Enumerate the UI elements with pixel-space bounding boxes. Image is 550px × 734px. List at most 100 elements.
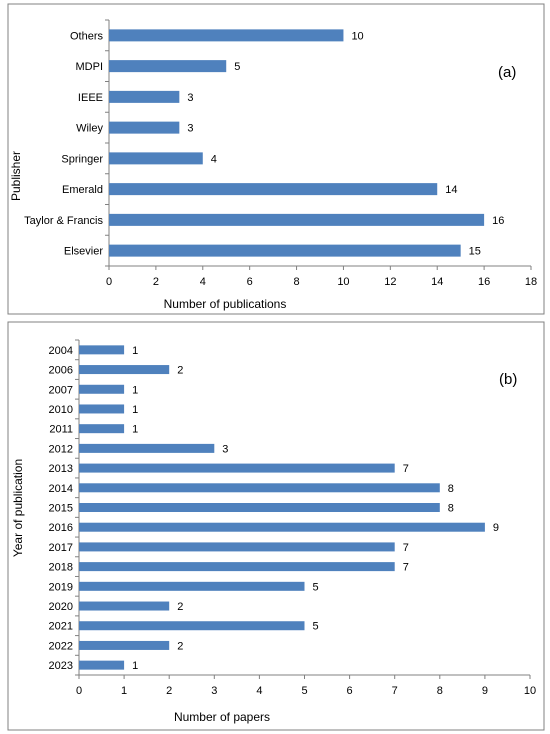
category-label: 2015 bbox=[49, 503, 73, 515]
x-tick-label: 0 bbox=[106, 276, 112, 288]
x-tick-label: 16 bbox=[478, 276, 490, 288]
bar bbox=[109, 121, 180, 134]
data-label: 1 bbox=[132, 404, 138, 416]
bar bbox=[79, 601, 170, 611]
x-tick-label: 9 bbox=[482, 685, 488, 697]
bar bbox=[79, 640, 170, 650]
bar bbox=[79, 581, 305, 591]
bar bbox=[79, 562, 395, 572]
data-label-group: 10 5 3 3 4 14 16 15 bbox=[187, 30, 504, 257]
data-label: 3 bbox=[222, 443, 228, 455]
data-label: 8 bbox=[448, 503, 454, 515]
x-tick-group: 0 2 4 6 8 10 12 14 16 18 bbox=[105, 19, 537, 288]
category-label-group: 2004 2006 2007 2010 2011 2012 2013 2014 2015 2016… bbox=[49, 345, 73, 672]
x-tick-label: 2 bbox=[166, 685, 172, 697]
data-label: 4 bbox=[211, 153, 217, 165]
x-tick-label: 14 bbox=[431, 276, 443, 288]
data-label: 2 bbox=[177, 640, 183, 652]
data-label: 7 bbox=[403, 562, 409, 574]
bar bbox=[109, 60, 227, 73]
bar bbox=[109, 152, 203, 165]
x-tick-label: 4 bbox=[200, 276, 206, 288]
x-axis-title: Number of publications bbox=[164, 297, 287, 311]
panel-label: (a) bbox=[498, 64, 516, 81]
data-label: 7 bbox=[403, 542, 409, 554]
x-tick-group: 0 1 2 3 4 5 6 7 8 9 10 bbox=[75, 339, 536, 697]
bar bbox=[79, 443, 215, 453]
category-label: 2014 bbox=[49, 483, 73, 495]
category-label: 2016 bbox=[49, 522, 73, 534]
panel-frame bbox=[7, 3, 545, 315]
x-tick-label: 6 bbox=[347, 685, 353, 697]
bar-group bbox=[79, 345, 485, 670]
category-label: Wiley bbox=[76, 123, 103, 135]
category-label: 2010 bbox=[49, 404, 73, 416]
category-label: 2019 bbox=[49, 581, 73, 593]
data-label: 2 bbox=[177, 601, 183, 613]
x-tick-label: 3 bbox=[211, 685, 217, 697]
category-label: 2012 bbox=[49, 443, 73, 455]
data-label: 15 bbox=[469, 246, 481, 258]
x-tick-label: 6 bbox=[247, 276, 253, 288]
y-axis-title: Year of publication bbox=[11, 459, 25, 557]
category-label: MDPI bbox=[76, 61, 104, 73]
x-tick-label: 12 bbox=[384, 276, 396, 288]
data-label: 2 bbox=[177, 365, 183, 377]
data-label: 5 bbox=[234, 61, 240, 73]
category-label: Emerald bbox=[62, 184, 103, 196]
bar bbox=[79, 621, 305, 631]
bar bbox=[79, 384, 125, 394]
x-tick-label: 10 bbox=[524, 685, 536, 697]
bar bbox=[79, 404, 125, 414]
x-tick-label: 7 bbox=[392, 685, 398, 697]
bar bbox=[79, 542, 395, 552]
category-label: Springer bbox=[61, 153, 103, 165]
data-label: 5 bbox=[313, 581, 319, 593]
x-tick-label: 1 bbox=[121, 685, 127, 697]
data-label: 8 bbox=[448, 483, 454, 495]
x-tick-label: 8 bbox=[437, 685, 443, 697]
data-label: 1 bbox=[132, 384, 138, 396]
x-tick-label: 4 bbox=[256, 685, 262, 697]
data-label: 16 bbox=[492, 215, 504, 227]
category-label: Others bbox=[70, 30, 104, 42]
data-label: 3 bbox=[187, 123, 193, 135]
bar bbox=[109, 90, 180, 103]
category-label: 2020 bbox=[49, 601, 73, 613]
bar bbox=[79, 424, 125, 434]
bar-group bbox=[109, 29, 485, 257]
x-tick-label: 10 bbox=[337, 276, 349, 288]
bar bbox=[79, 660, 125, 670]
x-tick-label: 8 bbox=[293, 276, 299, 288]
x-tick-label: 5 bbox=[301, 685, 307, 697]
year-chart-panel: Number of papers Year of publication (b)… bbox=[7, 321, 545, 731]
category-label: Taylor & Francis bbox=[24, 215, 103, 227]
x-tick-label: 0 bbox=[76, 685, 82, 697]
bar bbox=[109, 244, 461, 257]
category-label: IEEE bbox=[78, 92, 103, 104]
data-label: 7 bbox=[403, 463, 409, 475]
publisher-chart-panel: Number of publications Publisher (a) Oth… bbox=[7, 3, 545, 315]
category-label: Elsevier bbox=[64, 246, 103, 258]
data-label: 1 bbox=[132, 424, 138, 436]
bar bbox=[79, 503, 440, 512]
x-tick-label: 2 bbox=[153, 276, 159, 288]
x-axis-title: Number of papers bbox=[174, 710, 270, 724]
category-label: 2013 bbox=[49, 463, 73, 475]
data-label: 1 bbox=[132, 345, 138, 357]
data-label: 10 bbox=[351, 30, 363, 42]
data-label: 3 bbox=[187, 92, 193, 104]
data-label-group: 1 2 1 1 1 3 7 8 8 9 7 7 5 2 5 2 1 bbox=[132, 345, 499, 672]
y-axis-title: Publisher bbox=[9, 151, 23, 201]
bar bbox=[79, 522, 485, 532]
category-label: 2018 bbox=[49, 562, 73, 574]
bar bbox=[79, 345, 125, 355]
data-label: 14 bbox=[445, 184, 457, 196]
data-label: 5 bbox=[313, 621, 319, 633]
category-label: 2007 bbox=[49, 384, 73, 396]
data-label: 9 bbox=[493, 522, 499, 534]
bar bbox=[79, 463, 395, 473]
category-label: 2006 bbox=[49, 365, 73, 377]
category-label-group: Others MDPI IEEE Wiley Springer Emerald Taylor… bbox=[24, 30, 103, 257]
